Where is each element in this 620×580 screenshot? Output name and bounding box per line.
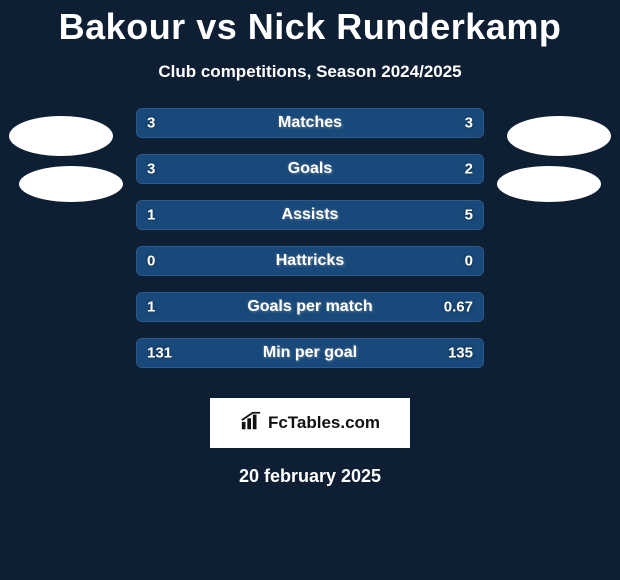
stat-row: 32Goals [136, 154, 484, 184]
player1-avatar-top [9, 116, 113, 156]
page-title: Bakour vs Nick Runderkamp [0, 0, 620, 48]
stat-value-right: 5 [465, 207, 473, 224]
player2-avatar-bottom [497, 166, 601, 202]
stat-value-right: 135 [448, 345, 473, 362]
stat-value-left: 131 [147, 345, 172, 362]
stat-value-left: 1 [147, 207, 155, 224]
source-logo-badge: FcTables.com [210, 398, 410, 448]
comparison-stage: 33Matches32Goals15Assists00Hattricks10.6… [0, 108, 620, 388]
stat-fill-right [310, 109, 483, 137]
stat-fill-right [310, 247, 483, 275]
stat-value-right: 0.67 [444, 299, 473, 316]
player2-avatar-top [507, 116, 611, 156]
stat-bars-container: 33Matches32Goals15Assists00Hattricks10.6… [136, 108, 484, 384]
stat-row: 00Hattricks [136, 246, 484, 276]
stat-value-left: 0 [147, 253, 155, 270]
stat-fill-left [137, 109, 310, 137]
stat-row: 15Assists [136, 200, 484, 230]
chart-icon [240, 410, 262, 437]
stat-value-right: 0 [465, 253, 473, 270]
stat-row: 131135Min per goal [136, 338, 484, 368]
stat-row: 33Matches [136, 108, 484, 138]
stat-fill-right [199, 201, 483, 229]
subtitle: Club competitions, Season 2024/2025 [0, 62, 620, 82]
stat-fill-right [345, 155, 483, 183]
stat-value-left: 3 [147, 161, 155, 178]
player1-avatar-bottom [19, 166, 123, 202]
stat-fill-left [137, 293, 345, 321]
stat-fill-left [137, 155, 345, 183]
stat-row: 10.67Goals per match [136, 292, 484, 322]
date-stamp: 20 february 2025 [0, 466, 620, 487]
stat-value-right: 2 [465, 161, 473, 178]
stat-value-left: 3 [147, 115, 155, 132]
stat-value-left: 1 [147, 299, 155, 316]
stat-value-right: 3 [465, 115, 473, 132]
logo-text: FcTables.com [268, 413, 380, 433]
stat-fill-left [137, 247, 310, 275]
